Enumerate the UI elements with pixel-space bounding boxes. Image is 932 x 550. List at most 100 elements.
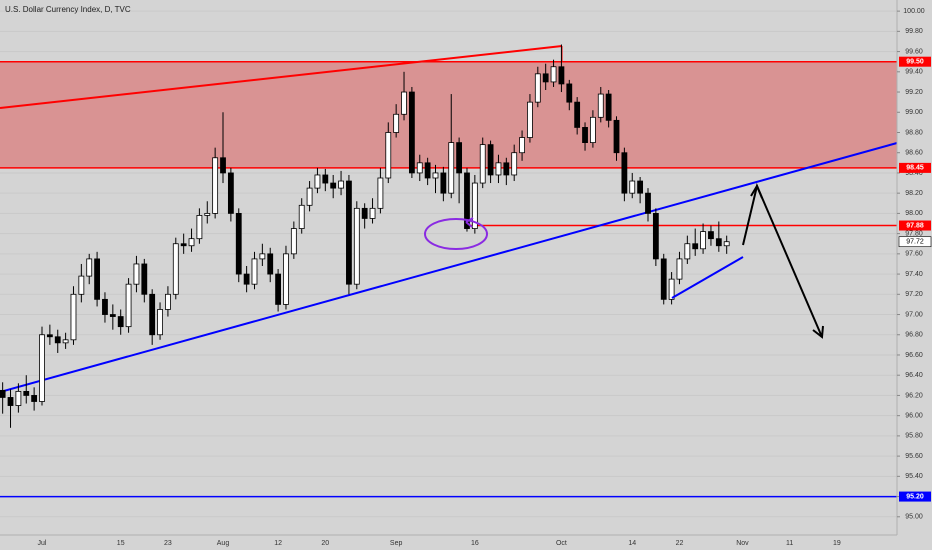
candle-body	[306, 187, 313, 206]
candle-body	[196, 215, 203, 240]
y-tick-label: 97.20	[905, 291, 923, 298]
candle-body	[259, 253, 266, 260]
candle-body	[621, 152, 628, 194]
candle-body	[70, 293, 77, 341]
candle-body	[558, 66, 565, 85]
price-level-label: 95.20	[906, 493, 924, 500]
candle-body	[275, 273, 282, 305]
candle-body	[487, 144, 494, 176]
candle-body	[78, 275, 85, 295]
candle-body	[369, 207, 376, 219]
label-layer: 95.00 95.20 95.40 95.60 95.80 96.00 96.20 96.40…	[38, 8, 932, 547]
y-tick-label: 99.80	[905, 28, 923, 35]
candle-body	[408, 91, 415, 174]
y-tick-label: 96.60	[905, 352, 923, 359]
y-tick-label: 96.80	[905, 332, 923, 339]
x-tick-label: Nov	[736, 540, 749, 547]
candle-body	[346, 180, 352, 285]
x-tick-label: 16	[471, 540, 479, 547]
candle-body	[456, 142, 463, 174]
candle-body	[86, 258, 93, 277]
price-level-tag	[899, 220, 931, 231]
last-price-label: 97.72	[906, 239, 924, 246]
candle-body	[330, 182, 337, 189]
y-tick-label: 95.00	[905, 514, 923, 521]
blue-trendline	[0, 142, 898, 393]
candle-body	[0, 389, 6, 398]
candle-body	[62, 339, 69, 344]
candle-body	[172, 243, 179, 295]
candle-body	[590, 116, 596, 143]
candle-body	[534, 73, 541, 103]
x-tick-label: 19	[833, 540, 841, 547]
y-tick-label: 96.20	[905, 392, 923, 399]
x-tick-label: Sep	[390, 540, 403, 547]
x-tick-label: Aug	[217, 540, 230, 547]
price-level-tag	[899, 491, 931, 502]
candle-body	[550, 66, 557, 83]
candle-body	[574, 101, 581, 128]
x-tick-label: 15	[117, 540, 125, 547]
x-tick-label: 22	[676, 540, 684, 547]
candle-body	[353, 207, 360, 285]
y-tick-label: 99.40	[905, 69, 923, 76]
candle-body	[393, 113, 400, 133]
candle-body	[715, 238, 722, 247]
candle-body	[117, 316, 124, 328]
candle-body	[23, 390, 30, 396]
candle-body	[204, 212, 211, 216]
x-tick-label: Oct	[556, 540, 567, 547]
candle-body	[212, 157, 219, 214]
y-tick-label: 97.40	[905, 271, 923, 278]
candle-body	[708, 231, 714, 240]
candle-body	[46, 334, 53, 338]
candle-body	[251, 258, 258, 285]
candle-body	[133, 263, 140, 285]
candle-body	[424, 162, 431, 179]
candle-body	[684, 243, 691, 260]
price-level-label: 98.45	[906, 165, 924, 172]
y-tick-label: 98.40	[905, 170, 923, 177]
y-tick-label: 99.20	[905, 89, 923, 96]
x-tick-label: 12	[274, 540, 282, 547]
y-tick-label: 100.00	[903, 8, 925, 15]
candle-body	[149, 293, 156, 336]
ellipse-arrowhead	[465, 217, 474, 228]
candle-body	[54, 336, 61, 344]
candle-body	[401, 91, 407, 115]
candle-body	[613, 119, 620, 154]
y-tick-label: 95.80	[905, 433, 923, 440]
price-level-label: 99.50	[906, 59, 924, 66]
y-tick-label: 97.00	[905, 311, 923, 318]
last-price-tag	[898, 236, 932, 248]
candle-body	[377, 177, 384, 209]
y-tick-label: 98.20	[905, 190, 923, 197]
candle-body	[700, 231, 706, 250]
y-tick-label: 97.60	[905, 251, 923, 258]
x-tick-label: 23	[164, 540, 172, 547]
candle-body	[7, 397, 14, 406]
candle-body	[180, 243, 187, 247]
candle-body	[660, 258, 667, 300]
candle-body	[338, 180, 344, 189]
candle-body	[385, 132, 392, 179]
candle-body	[220, 157, 226, 174]
candle-body	[15, 390, 22, 406]
candle-body	[692, 243, 699, 250]
y-tick-label: 96.40	[905, 372, 923, 379]
candle-body	[290, 228, 297, 255]
price-level-tag	[899, 162, 931, 173]
price-level-label: 97.88	[906, 222, 924, 229]
x-tick-label: Jul	[38, 540, 47, 547]
candle-body	[440, 172, 447, 194]
x-tick-label: 20	[321, 540, 329, 547]
candle-body	[94, 258, 100, 300]
candle-body	[361, 207, 368, 219]
candle-body	[125, 283, 132, 328]
price-level-tag	[899, 56, 931, 67]
candle-body	[416, 162, 423, 174]
candle-body	[542, 73, 549, 83]
y-tick-label: 97.80	[905, 230, 923, 237]
candle-body	[668, 278, 675, 300]
x-tick-label: 11	[786, 540, 793, 547]
